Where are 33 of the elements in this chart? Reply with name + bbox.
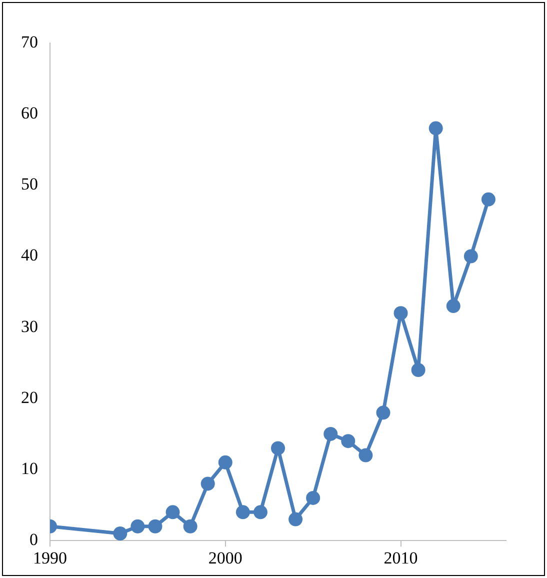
point [341,434,356,448]
point [183,519,198,534]
point [166,505,180,520]
point [358,448,373,462]
point [200,476,215,491]
point [271,441,285,456]
point [236,505,250,520]
point [324,426,338,441]
y-tick-label: 70 [21,32,38,52]
x-tick-label: 2000 [208,548,242,568]
point [130,519,145,534]
y-tick-label: 60 [21,104,38,123]
point [148,519,162,534]
point [113,526,128,540]
point [306,490,320,505]
x-tick-label: 1990 [33,548,67,568]
point [376,406,390,420]
y-tick-label: 50 [21,174,38,194]
point [394,306,408,320]
point [411,362,426,377]
y-tick-label: 40 [21,246,38,265]
y-tick-label: 0 [30,530,38,550]
y-tick-label: 10 [21,458,38,478]
x-tick-label: 2010 [384,548,418,568]
point [428,121,443,136]
y-tick-label: 20 [21,388,38,407]
point [253,505,268,520]
point [481,192,496,206]
point [288,512,303,526]
point [464,249,478,264]
point [446,299,460,314]
point [218,455,232,470]
y-tick-label: 30 [21,316,38,336]
